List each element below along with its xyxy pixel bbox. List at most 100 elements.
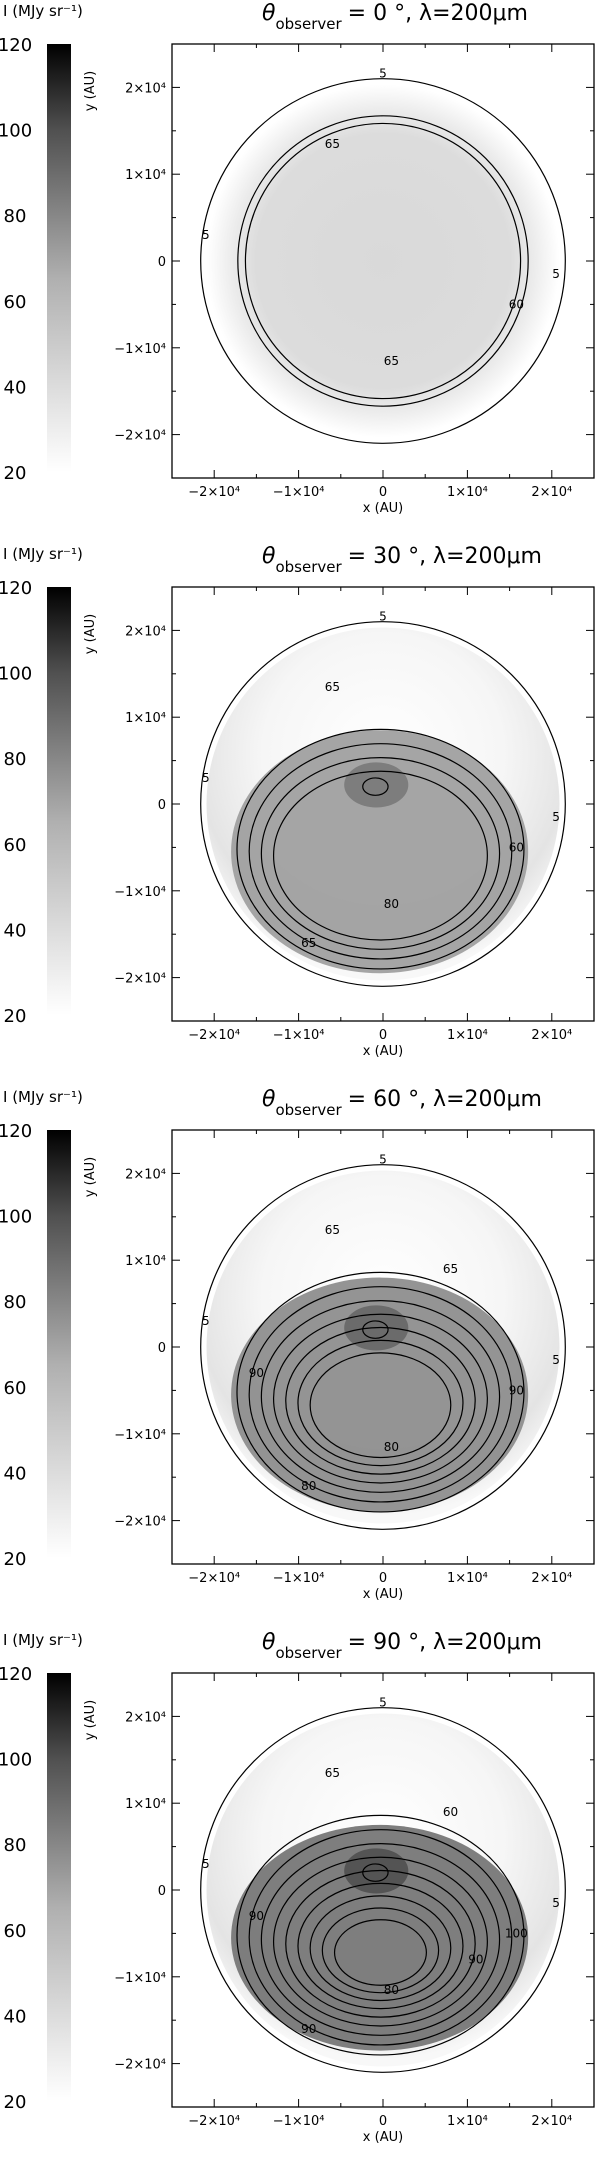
- y-tick-label: 1×10⁴: [125, 1254, 166, 1269]
- panel-30: I (MJy sr⁻¹) 120 100 80 60 40 20 θobserver = 30 …: [0, 544, 595, 1059]
- contour-label: 5: [552, 267, 560, 281]
- colorbar-tick-label: 60: [4, 1921, 27, 1942]
- title-theta: θ: [262, 1087, 276, 1112]
- contour-label: 60: [509, 840, 524, 854]
- title-subscript: observer: [275, 15, 342, 33]
- intensity-core: [231, 730, 529, 974]
- intensity-peak: [344, 762, 409, 808]
- colorbar-tick-label: 120: [0, 35, 32, 56]
- y-axis-label: y (AU): [83, 1157, 98, 1197]
- x-tick-label: 1×10⁴: [447, 485, 488, 500]
- colorbar-label: I (MJy sr⁻¹): [3, 1631, 83, 1649]
- y-tick-label: 2×10⁴: [125, 1710, 166, 1725]
- contour-peak: [362, 1320, 389, 1339]
- contour-level: [333, 1919, 427, 1986]
- y-tick-label: 2×10⁴: [125, 1167, 166, 1182]
- x-tick-label: 1×10⁴: [447, 1028, 488, 1043]
- title-subscript: observer: [275, 1101, 342, 1119]
- x-tick-label: −2×10⁴: [188, 485, 240, 500]
- colorbar: [47, 1130, 71, 1558]
- title-text: = 0 °, λ=200μm: [348, 1, 528, 26]
- x-tick-label: 0: [379, 1571, 387, 1586]
- contour-level: [236, 1271, 525, 1513]
- contour-label: 5: [202, 228, 210, 242]
- contour-level: [260, 1300, 501, 1493]
- contour-level: [248, 1286, 513, 1503]
- colorbar-tick-label: 20: [4, 1006, 27, 1027]
- contour-5: [200, 1164, 566, 1530]
- contour-label: 5: [202, 771, 210, 785]
- contour-level: [297, 1882, 464, 2010]
- title-text: = 90 °, λ=200μm: [348, 1630, 542, 1655]
- colorbar-tick-label: 60: [4, 1378, 27, 1399]
- y-tick-label: −1×10⁴: [114, 885, 166, 900]
- colorbar-tick-label: 100: [0, 121, 32, 142]
- y-tick-label: −2×10⁴: [114, 429, 166, 444]
- x-tick-label: 2×10⁴: [531, 2114, 572, 2129]
- contour-level: [285, 1326, 476, 1475]
- contour-level: [297, 1339, 464, 1467]
- colorbar-tick-label: 100: [0, 1750, 32, 1771]
- colorbar-tick-label: 40: [4, 1463, 27, 1484]
- colorbar-tick-label: 100: [0, 1207, 32, 1228]
- x-tick-label: −1×10⁴: [273, 1571, 325, 1586]
- colorbar-tick-label: 100: [0, 664, 32, 685]
- x-tick-label: −1×10⁴: [273, 2114, 325, 2129]
- x-tick-label: −2×10⁴: [188, 2114, 240, 2129]
- x-axis-label: x (AU): [363, 1044, 403, 1059]
- contour-label: 60: [443, 1805, 458, 1819]
- contour-5: [200, 1707, 566, 2073]
- contour-label: 65: [325, 680, 340, 694]
- y-tick-label: 0: [158, 1884, 166, 1899]
- colorbar-tick-label: 120: [0, 1664, 32, 1685]
- title-theta: θ: [262, 1, 276, 26]
- colorbar-tick-label: 60: [4, 835, 27, 856]
- y-tick-label: 0: [158, 255, 166, 270]
- x-tick-label: −1×10⁴: [273, 485, 325, 500]
- x-tick-label: −2×10⁴: [188, 1028, 240, 1043]
- panel-90: I (MJy sr⁻¹) 120 100 80 60 40 20 θobserver = 90 …: [0, 1630, 595, 2145]
- title-theta: θ: [262, 544, 276, 569]
- y-tick-label: 1×10⁴: [125, 1797, 166, 1812]
- colorbar-tick-label: 20: [4, 1549, 27, 1570]
- contour-label: 65: [443, 1262, 458, 1276]
- contour-label: 5: [202, 1314, 210, 1328]
- y-axis-label: y (AU): [83, 71, 98, 111]
- colorbar-label: I (MJy sr⁻¹): [3, 2, 83, 20]
- y-tick-label: 0: [158, 1341, 166, 1356]
- contour-level: [236, 1814, 525, 2056]
- contour-level: [309, 1352, 452, 1459]
- y-tick-label: −2×10⁴: [114, 972, 166, 987]
- y-tick-label: 2×10⁴: [125, 81, 166, 96]
- contour-label: 90: [509, 1383, 524, 1397]
- contour-level: [321, 1907, 440, 1994]
- x-tick-label: 1×10⁴: [447, 2114, 488, 2129]
- contour-label: 5: [552, 1896, 560, 1910]
- colorbar-tick-label: 120: [0, 1121, 32, 1142]
- colorbar-tick-label: 80: [4, 1835, 27, 1856]
- y-tick-label: −1×10⁴: [114, 1428, 166, 1443]
- contour-label: 80: [384, 897, 399, 911]
- contour-label: 80: [384, 1440, 399, 1454]
- title-text: = 30 °, λ=200μm: [348, 544, 542, 569]
- x-tick-label: 0: [379, 1028, 387, 1043]
- chart-title: θobserver = 60 °, λ=200μm: [262, 1087, 542, 1119]
- x-tick-label: −1×10⁴: [273, 1028, 325, 1043]
- colorbar: [47, 44, 71, 472]
- contour-5: [200, 78, 566, 444]
- colorbar-tick-label: 40: [4, 377, 27, 398]
- contour-label: 100: [505, 1926, 528, 1940]
- colorbar: [47, 587, 71, 1015]
- contour-label: 65: [325, 1223, 340, 1237]
- title-text: = 60 °, λ=200μm: [348, 1087, 542, 1112]
- y-tick-label: −2×10⁴: [114, 2058, 166, 2073]
- colorbar-label: I (MJy sr⁻¹): [3, 545, 83, 563]
- title-subscript: observer: [275, 1644, 342, 1662]
- y-tick-label: 2×10⁴: [125, 624, 166, 639]
- x-tick-label: −2×10⁴: [188, 1571, 240, 1586]
- contour-5: [200, 621, 566, 987]
- title-theta: θ: [262, 1630, 276, 1655]
- colorbar-tick-label: 20: [4, 2092, 27, 2113]
- contour-label: 80: [384, 1983, 399, 1997]
